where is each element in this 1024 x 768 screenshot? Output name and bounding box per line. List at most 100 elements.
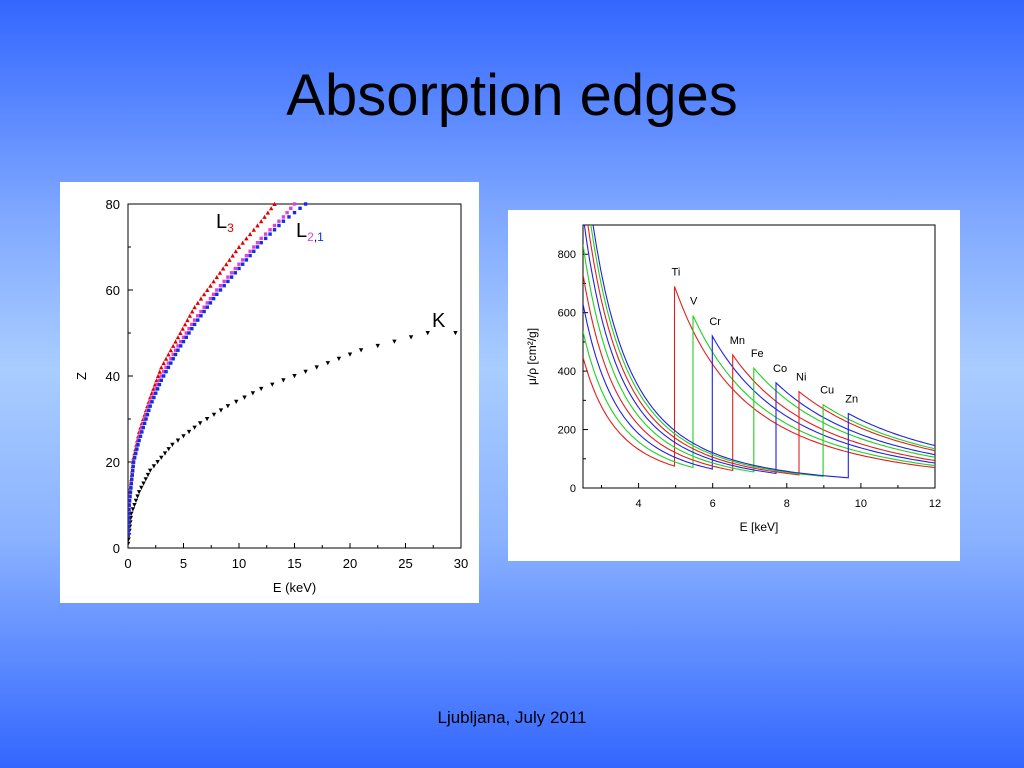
- point: [198, 296, 204, 301]
- point: [289, 206, 293, 210]
- point: [128, 533, 130, 537]
- x-tick-label: 25: [398, 556, 412, 571]
- point: [272, 228, 277, 232]
- point: [196, 318, 200, 322]
- point: [152, 395, 156, 400]
- point: [148, 400, 152, 404]
- point: [170, 343, 176, 348]
- point: [173, 348, 178, 352]
- point: [425, 331, 430, 336]
- point: [145, 413, 150, 417]
- point: [148, 468, 153, 473]
- point: [178, 330, 183, 335]
- point: [161, 374, 166, 378]
- point: [211, 292, 216, 296]
- point: [151, 464, 157, 469]
- point: [237, 266, 241, 271]
- point: [132, 503, 137, 508]
- point: [224, 262, 229, 267]
- point: [192, 322, 197, 327]
- point: [190, 309, 195, 314]
- point: [255, 245, 260, 249]
- point: [272, 223, 277, 228]
- point: [251, 227, 256, 232]
- point: [265, 210, 271, 215]
- point: [281, 219, 286, 223]
- point: [139, 485, 144, 490]
- point: [157, 382, 162, 387]
- point: [268, 206, 274, 211]
- point: [169, 357, 173, 361]
- point: [277, 219, 281, 223]
- point: [230, 253, 235, 258]
- point: [166, 352, 171, 357]
- series-label-Zn: Zn: [845, 393, 858, 405]
- point: [187, 331, 191, 335]
- point: [225, 404, 231, 409]
- point: [134, 451, 138, 456]
- point: [270, 382, 275, 387]
- point: [166, 447, 171, 452]
- point: [129, 481, 134, 486]
- point: [173, 339, 178, 344]
- point: [222, 284, 226, 288]
- point: [202, 309, 206, 314]
- x-tick-label: 4: [636, 498, 642, 510]
- point: [169, 361, 173, 365]
- x-tick-label: 10: [855, 498, 867, 510]
- point: [218, 288, 223, 292]
- series-L1: [128, 202, 308, 537]
- point: [141, 425, 145, 430]
- x-tick-label: 8: [784, 498, 790, 510]
- point: [128, 494, 132, 499]
- series-label-Ti: Ti: [672, 266, 681, 278]
- point: [408, 335, 414, 340]
- point: [132, 456, 137, 460]
- point: [190, 322, 194, 327]
- point: [159, 374, 163, 378]
- point: [173, 352, 178, 357]
- point: [164, 365, 168, 370]
- mass-attenuation-chart: 4 6 8 10 12 0 200 400 600 800 E [keV] μ/ρ [cm²/g] Ti…: [525, 224, 941, 534]
- point: [145, 472, 151, 478]
- point: [137, 438, 141, 443]
- point: [130, 473, 134, 477]
- point: [229, 275, 234, 279]
- annotation-K: K: [432, 310, 446, 332]
- point: [244, 258, 249, 262]
- point: [135, 494, 140, 499]
- point: [215, 288, 219, 292]
- point: [176, 348, 180, 352]
- point: [195, 300, 200, 305]
- point: [233, 271, 237, 275]
- point: [211, 279, 216, 284]
- point: [214, 274, 219, 280]
- point: [233, 266, 237, 271]
- point: [208, 283, 213, 288]
- point: [218, 284, 223, 288]
- point: [159, 365, 164, 370]
- series-label-V: V: [690, 296, 698, 308]
- annotation-L3: L3: [216, 211, 234, 235]
- point: [130, 507, 136, 512]
- series-label-Ni: Ni: [796, 372, 806, 384]
- series-label-Fe: Fe: [751, 348, 764, 360]
- point: [292, 210, 297, 215]
- point: [155, 373, 161, 378]
- point: [241, 262, 245, 266]
- point: [287, 215, 291, 219]
- slide-footer: Ljubljana, July 2011: [437, 708, 587, 727]
- point: [222, 279, 226, 284]
- point: [128, 516, 131, 520]
- point: [170, 442, 175, 447]
- point: [255, 241, 260, 245]
- series-label-Co: Co: [773, 363, 787, 375]
- point: [130, 477, 134, 481]
- point: [272, 201, 277, 206]
- point: [141, 481, 146, 486]
- point: [157, 369, 162, 374]
- point: [147, 408, 151, 413]
- point: [259, 219, 264, 224]
- point: [336, 356, 342, 361]
- point: [190, 327, 194, 331]
